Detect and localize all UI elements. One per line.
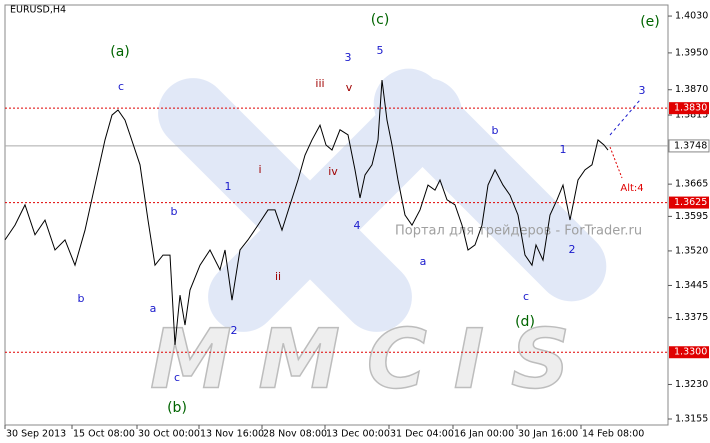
wave-label: b xyxy=(492,124,499,137)
wave-label: i xyxy=(258,163,261,176)
level-label: 1.3625 xyxy=(674,197,707,208)
x-tick-label: 15 Oct 08:00 xyxy=(73,429,135,440)
level-box xyxy=(669,102,709,115)
price-line xyxy=(4,80,609,345)
level-box xyxy=(669,196,709,209)
y-tick-label: 1.3230 xyxy=(675,379,708,390)
y-tick-label: 1.3870 xyxy=(675,84,708,95)
wave-label: 2 xyxy=(231,324,238,337)
current-price-box xyxy=(668,139,710,153)
wave-label: Alt:4 xyxy=(620,183,643,194)
x-tick-label: 30 Sep 2013 xyxy=(6,429,66,440)
y-tick-label: 1.3950 xyxy=(675,47,708,58)
watermark-bands xyxy=(158,68,607,332)
x-tick-label: 14 Feb 08:00 xyxy=(582,429,644,440)
wave-label: ii xyxy=(275,270,281,283)
wave-label: 1 xyxy=(225,180,232,193)
x-tick-label: 13 Nov 16:00 xyxy=(200,429,264,440)
x-tick-label: 13 Dec 00:00 xyxy=(326,429,390,440)
band xyxy=(158,78,412,332)
wave-label: c xyxy=(118,80,124,93)
wave-label: b xyxy=(78,292,85,305)
x-tick-label: 16 Jan 00:00 xyxy=(454,429,514,440)
band xyxy=(373,68,607,302)
wave-label: (c) xyxy=(371,12,390,28)
wave-label: v xyxy=(346,81,353,94)
plot-frame xyxy=(4,4,669,426)
wave-label: 3 xyxy=(345,51,352,64)
wave-label: 1 xyxy=(560,143,567,156)
y-tick-label: 1.3595 xyxy=(675,211,708,222)
level-label: 1.3830 xyxy=(674,103,707,114)
y-tick-label: 1.3445 xyxy=(675,280,708,291)
symbol-label: EURUSD,H4 xyxy=(10,5,66,16)
x-tick-label: 30 Jan 16:00 xyxy=(518,429,578,440)
y-tick-label: 1.3665 xyxy=(675,179,708,190)
wave-label: a xyxy=(420,255,427,268)
y-tick-label: 1.3155 xyxy=(675,414,708,425)
current-price-label: 1.3748 xyxy=(674,140,707,151)
y-tick-label: 1.3520 xyxy=(675,245,708,256)
x-tick-label: 31 Dec 04:00 xyxy=(390,429,454,440)
projection xyxy=(609,99,641,136)
wave-label: 4 xyxy=(354,219,361,232)
y-tick-label: 1.3375 xyxy=(675,312,708,323)
wave-label: c xyxy=(523,290,529,303)
wave-label: (b) xyxy=(167,400,187,416)
wave-label: a xyxy=(150,302,157,315)
wave-label: 2 xyxy=(569,243,576,256)
y-tick-label: 1.3815 xyxy=(675,110,708,121)
wave-label: 5 xyxy=(377,44,384,57)
level-box xyxy=(669,346,709,359)
watermark-portal: Портал для трейдеров - ForTrader.ru xyxy=(395,224,642,239)
wave-label: b xyxy=(171,205,178,218)
wave-label: 3 xyxy=(639,84,646,97)
x-tick-label: 28 Nov 08:00 xyxy=(263,429,327,440)
level-label: 1.3300 xyxy=(674,347,707,358)
alt-projection xyxy=(609,146,623,179)
wave-label: iv xyxy=(328,165,338,178)
y-tick-label: 1.4030 xyxy=(675,11,708,22)
wave-label: c xyxy=(174,371,180,384)
x-tick-label: 30 Oct 00:00 xyxy=(138,429,200,440)
wave-label: (a) xyxy=(110,44,130,60)
wave-label: (d) xyxy=(515,314,535,330)
wave-label: iii xyxy=(315,77,324,90)
wave-label: (e) xyxy=(640,14,660,30)
